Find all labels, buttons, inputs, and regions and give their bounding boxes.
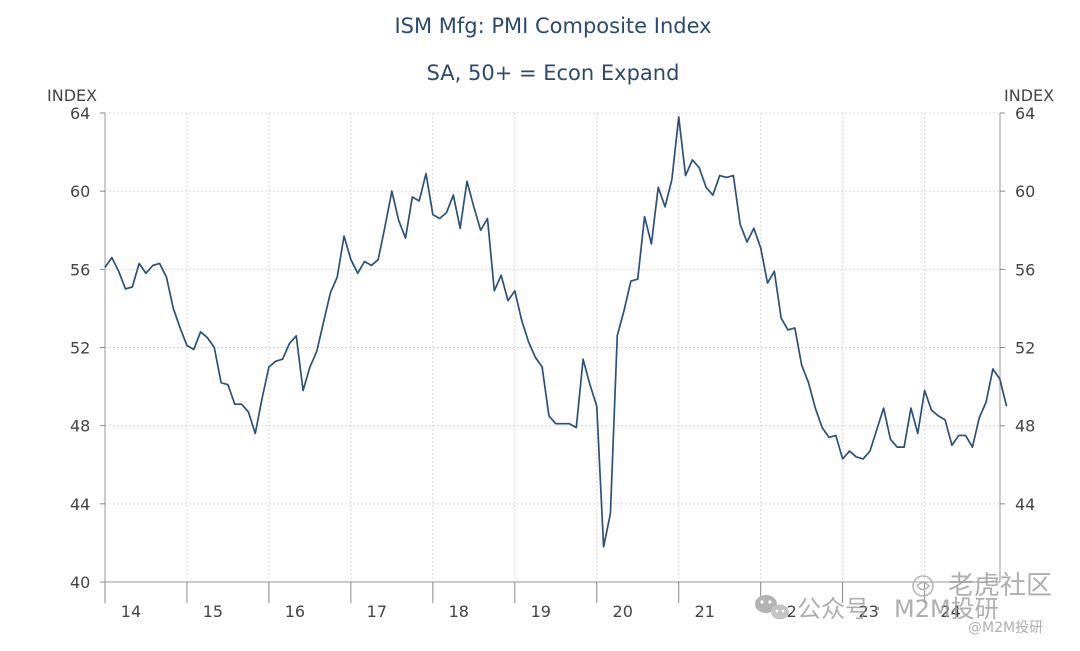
wechat-icon — [755, 595, 789, 620]
watermark: 公众号 · M2M投研 老虎社区 @M2M投研 — [755, 571, 1052, 636]
y-axis-right: 44 48 52 56 60 64 — [1000, 104, 1035, 514]
y-tick-label-left: 40 — [70, 573, 90, 592]
y-tick-label-left: 64 — [70, 104, 90, 123]
chart-subtitle: SA, 50+ = Econ Expand — [427, 61, 680, 85]
watermark-separator: · — [874, 595, 882, 623]
y-tick-label-right: 56 — [1015, 260, 1035, 279]
y-axis-left-unit-label: INDEX — [47, 86, 97, 105]
x-tick-label: 17 — [367, 602, 387, 621]
series-line-pmi — [104, 116, 1008, 548]
grid-lines — [105, 112, 1000, 582]
x-tick-label: 18 — [449, 602, 469, 621]
y-tick-label-right: 48 — [1015, 417, 1035, 436]
watermark-account-label: 公众号 — [797, 595, 869, 623]
x-tick-label: 16 — [285, 602, 305, 621]
x-tick-label: 21 — [695, 602, 715, 621]
y-tick-label-left: 60 — [70, 182, 90, 201]
chart-title: ISM Mfg: PMI Composite Index — [394, 14, 711, 38]
x-tick-label: 23 — [858, 602, 878, 621]
y-tick-label-left: 48 — [70, 417, 90, 436]
x-tick-label: 15 — [203, 602, 223, 621]
x-tick-label: 19 — [531, 602, 551, 621]
watermark-community-label: 老虎社区 — [948, 571, 1052, 601]
y-tick-label-right: 52 — [1015, 339, 1035, 358]
y-tick-label-left: 52 — [70, 339, 90, 358]
y-tick-label-right: 64 — [1015, 104, 1035, 123]
y-axis-right-unit-label: INDEX — [1004, 86, 1054, 105]
x-tick-label: 20 — [613, 602, 633, 621]
x-tick-label: 14 — [121, 602, 141, 621]
watermark-account-name: M2M投研 — [894, 595, 999, 623]
watermark-handle: @M2M投研 — [968, 620, 1043, 636]
y-tick-label-left: 44 — [70, 495, 90, 514]
y-tick-label-right: 60 — [1015, 182, 1035, 201]
y-tick-label-left: 56 — [70, 260, 90, 279]
watermark-logo-icon — [912, 575, 934, 597]
y-axis-left: 40 44 48 52 56 60 64 — [70, 104, 105, 592]
x-tick-label: 24 — [940, 602, 960, 621]
y-tick-label-right: 44 — [1015, 495, 1035, 514]
series-layer — [104, 116, 1008, 548]
